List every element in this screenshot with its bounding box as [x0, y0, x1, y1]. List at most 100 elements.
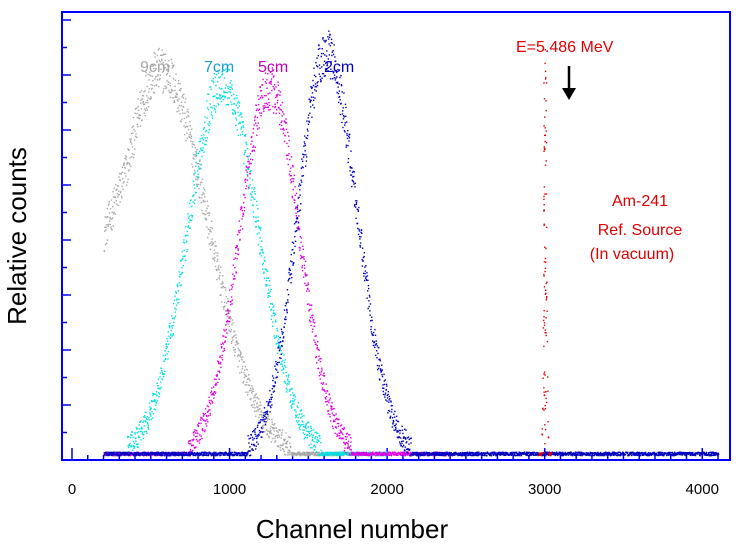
data-point — [319, 437, 321, 440]
data-point — [422, 453, 424, 456]
data-point — [143, 420, 145, 422]
data-point — [153, 85, 156, 87]
data-point — [197, 177, 199, 179]
data-point — [293, 174, 295, 177]
data-point — [270, 318, 273, 321]
data-point — [265, 284, 267, 286]
data-point — [104, 215, 106, 218]
data-point — [287, 145, 290, 148]
data-point — [209, 403, 212, 405]
data-point — [267, 403, 270, 405]
data-point — [263, 110, 265, 112]
data-point — [177, 100, 179, 102]
data-point — [176, 298, 178, 300]
data-point — [337, 68, 339, 71]
data-point — [223, 347, 225, 350]
data-point — [324, 401, 327, 403]
data-point — [287, 163, 289, 166]
data-point — [332, 53, 335, 56]
data-point — [200, 182, 202, 184]
data-point — [242, 356, 244, 358]
data-point — [218, 76, 220, 79]
data-point — [277, 445, 280, 447]
data-point — [200, 147, 202, 150]
data-point — [116, 454, 119, 457]
data-point — [254, 410, 256, 413]
data-point — [282, 340, 284, 343]
data-point — [274, 336, 276, 339]
data-point — [215, 268, 218, 271]
data-point — [113, 453, 116, 455]
data-point — [104, 243, 107, 246]
data-point — [454, 454, 456, 456]
x-tick-label: 3000 — [528, 481, 561, 498]
data-point — [266, 270, 269, 272]
data-point — [348, 453, 351, 455]
data-point — [149, 454, 152, 457]
data-point — [224, 95, 226, 98]
data-point — [260, 89, 262, 92]
data-point — [295, 212, 297, 214]
data-point — [335, 426, 337, 428]
data-point — [414, 454, 417, 456]
data-point — [431, 454, 434, 457]
data-point — [209, 409, 211, 411]
data-point — [105, 229, 107, 231]
data-point — [161, 60, 163, 62]
data-point — [261, 248, 263, 251]
data-point — [237, 247, 239, 250]
data-point — [146, 85, 148, 88]
data-point — [338, 95, 341, 98]
data-point — [231, 88, 233, 90]
data-point — [202, 412, 204, 415]
data-point — [230, 94, 233, 97]
data-point — [241, 121, 243, 124]
data-point — [305, 451, 308, 453]
data-point — [246, 175, 249, 177]
data-point — [138, 115, 140, 117]
data-point — [174, 307, 176, 309]
data-point — [233, 454, 235, 457]
data-point — [267, 93, 269, 95]
data-point — [358, 206, 360, 209]
data-point — [330, 68, 332, 70]
data-point — [436, 452, 439, 454]
data-point — [289, 174, 291, 177]
data-point — [184, 452, 186, 454]
data-point — [139, 421, 141, 423]
data-point — [189, 448, 192, 451]
data-point — [343, 92, 345, 94]
data-point — [327, 58, 330, 60]
data-point — [370, 453, 372, 455]
data-point — [305, 275, 307, 277]
data-point — [281, 369, 283, 371]
data-point — [338, 96, 340, 98]
data-point — [153, 399, 156, 401]
data-point — [272, 112, 275, 114]
data-point — [306, 303, 309, 306]
data-point — [185, 451, 188, 454]
data-point — [399, 443, 401, 445]
data-point — [248, 166, 250, 168]
data-point — [384, 454, 387, 456]
data-point — [224, 286, 226, 289]
data-point — [292, 164, 294, 167]
data-point — [177, 301, 180, 304]
data-point — [168, 454, 170, 457]
data-point — [169, 453, 171, 455]
data-point — [218, 97, 220, 99]
data-point — [249, 380, 251, 382]
data-point — [350, 167, 352, 169]
data-point — [139, 430, 142, 433]
data-point — [333, 74, 336, 76]
data-point — [328, 452, 330, 455]
data-point — [120, 190, 122, 193]
data-point — [443, 451, 445, 454]
data-point — [299, 184, 302, 187]
data-point — [260, 426, 263, 429]
data-point — [215, 378, 217, 381]
data-point — [297, 197, 300, 199]
data-point — [366, 275, 369, 277]
data-point — [146, 422, 149, 424]
data-point — [395, 423, 397, 425]
